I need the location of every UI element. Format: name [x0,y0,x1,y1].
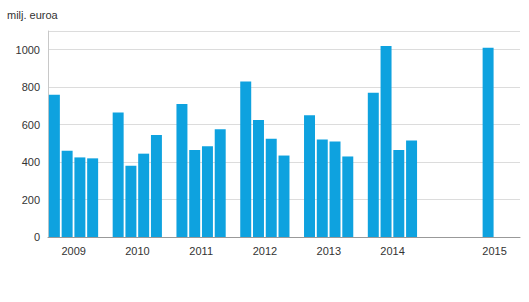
svg-text:2014: 2014 [380,245,404,257]
svg-text:2010: 2010 [125,245,149,257]
svg-text:400: 400 [22,156,40,168]
svg-text:2012: 2012 [253,245,277,257]
svg-text:2009: 2009 [61,245,85,257]
svg-text:800: 800 [22,81,40,93]
svg-text:2013: 2013 [317,245,341,257]
svg-text:2015: 2015 [482,245,506,257]
svg-text:milj. euroa: milj. euroa [7,9,59,21]
svg-text:2011: 2011 [189,245,213,257]
svg-text:200: 200 [22,194,40,206]
svg-text:0: 0 [34,231,40,243]
svg-text:1000: 1000 [16,44,40,56]
svg-text:600: 600 [22,119,40,131]
